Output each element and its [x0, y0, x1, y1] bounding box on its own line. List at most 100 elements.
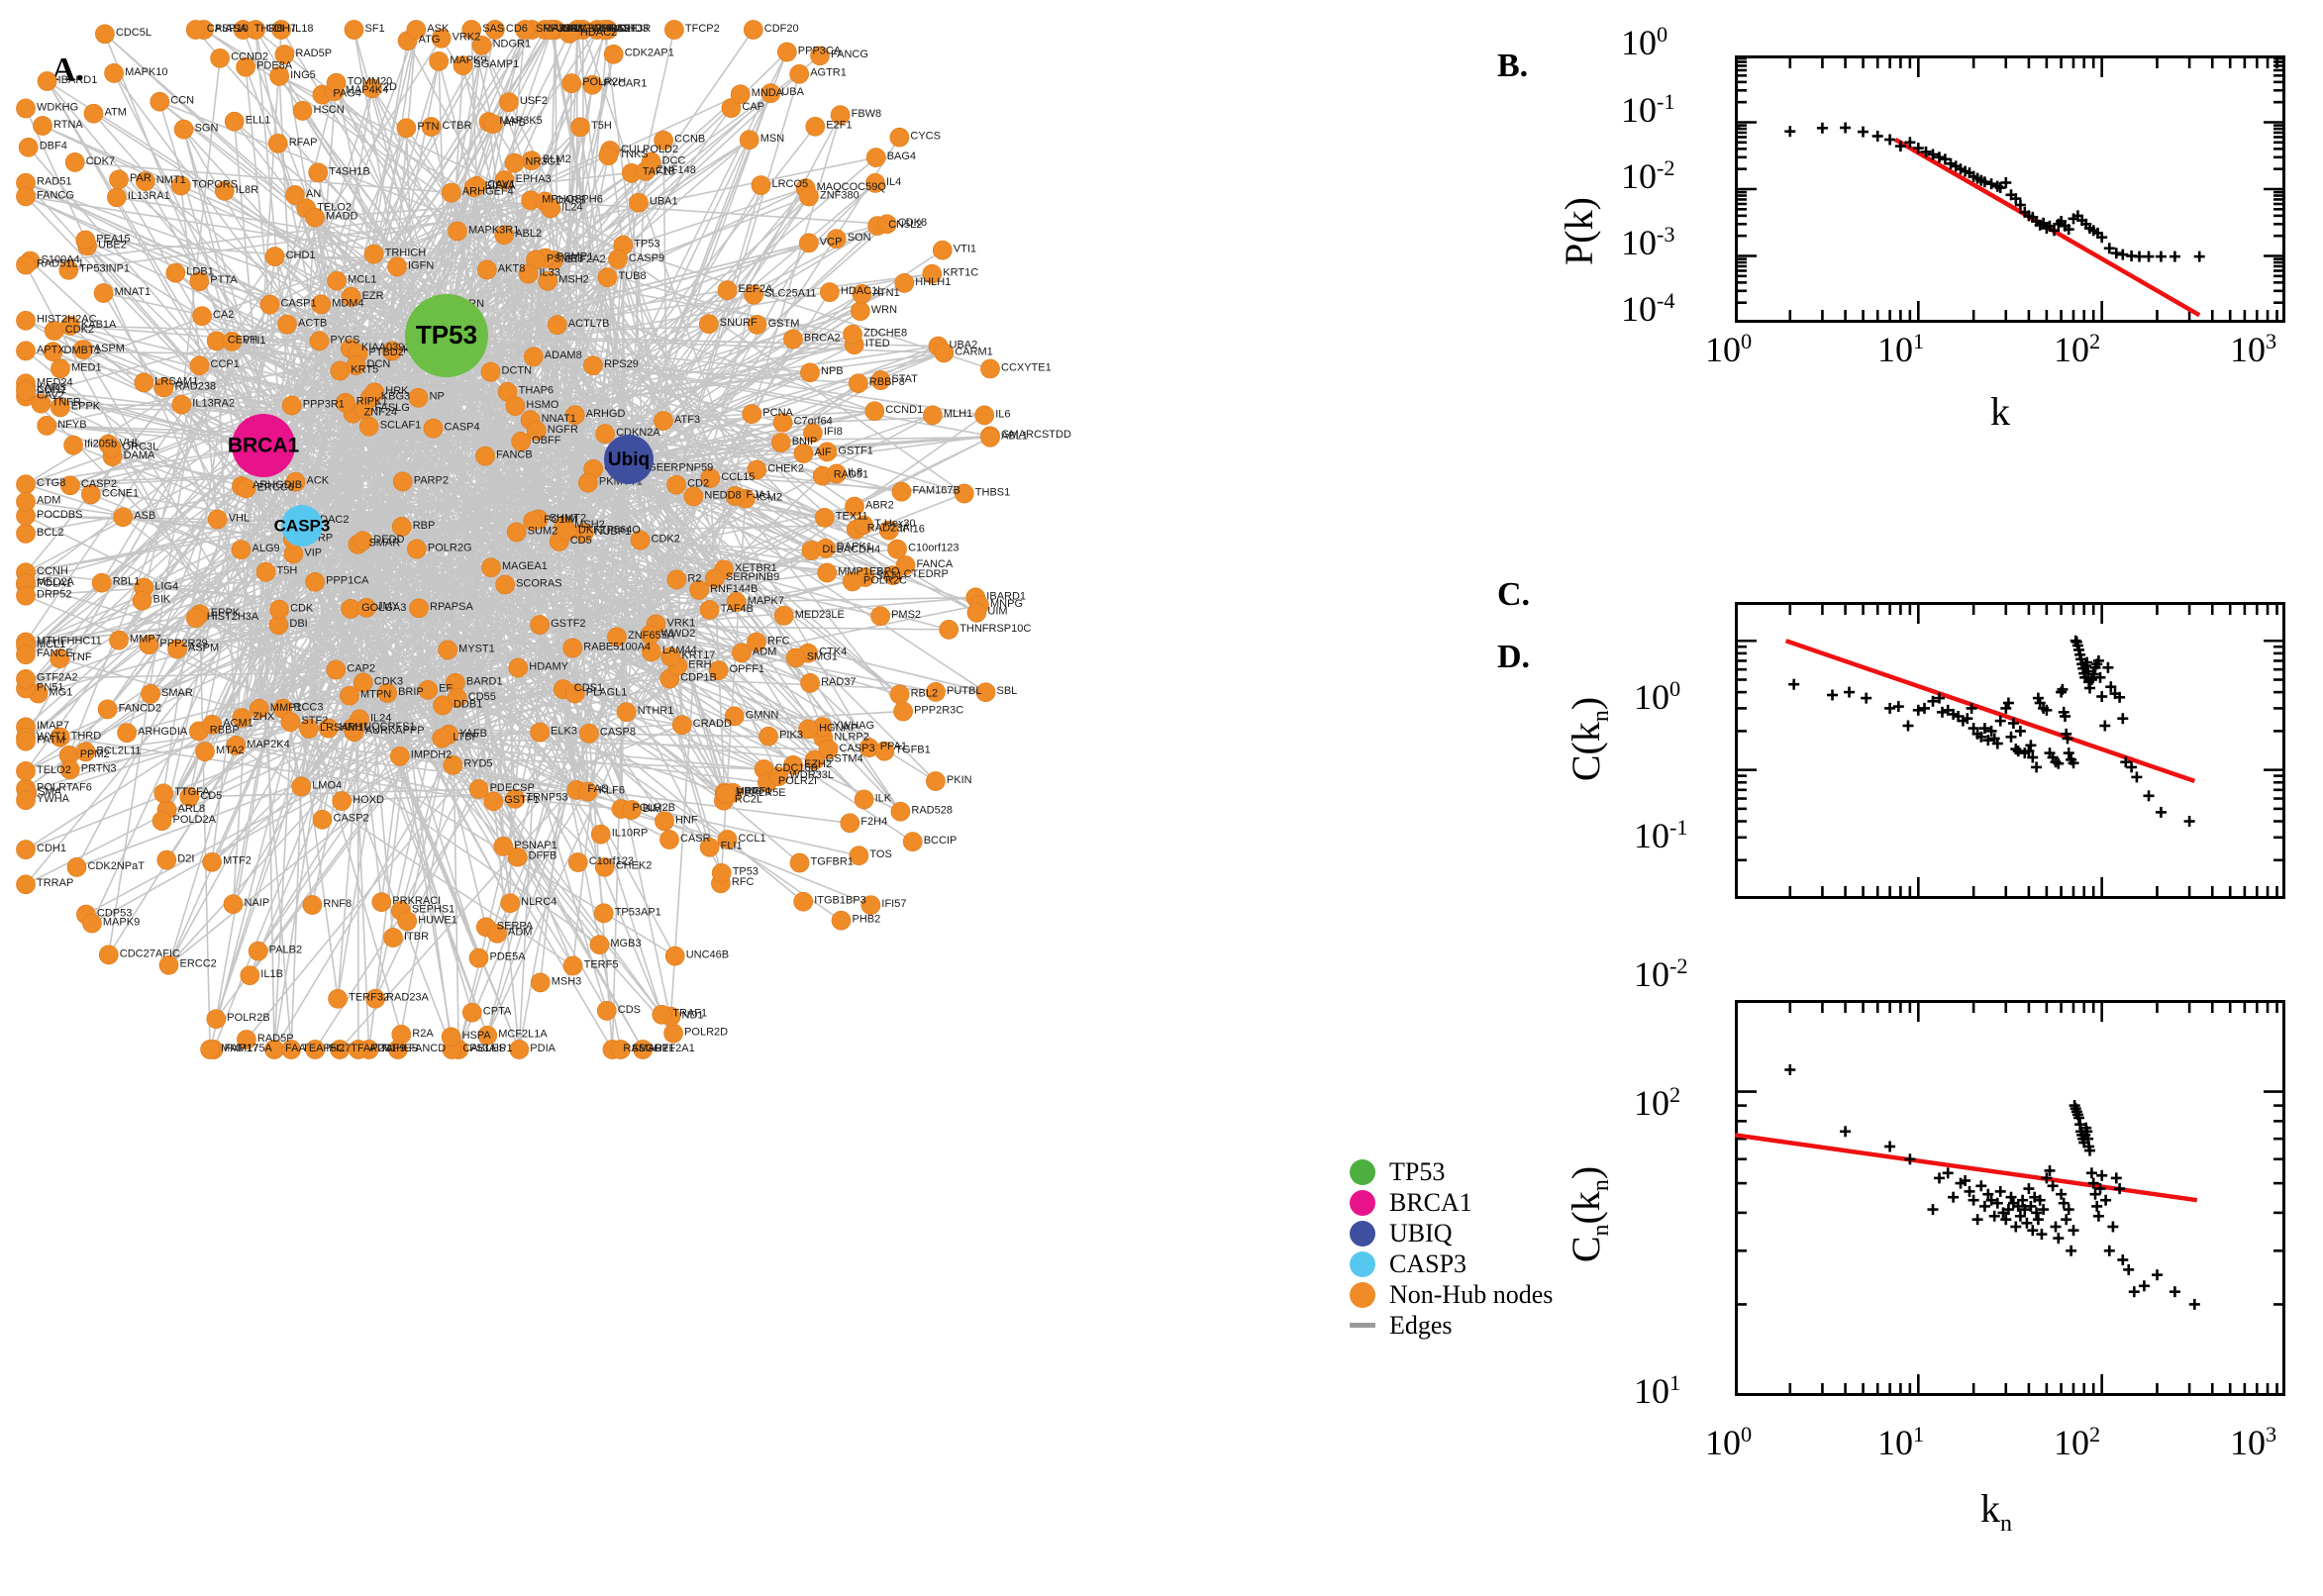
network-node[interactable] — [717, 830, 738, 849]
network-node[interactable] — [742, 404, 762, 424]
network-node[interactable] — [541, 20, 561, 40]
network-node[interactable] — [530, 615, 550, 635]
network-node[interactable] — [249, 699, 269, 719]
network-node[interactable] — [732, 643, 752, 663]
network-node[interactable] — [16, 254, 36, 275]
network-node[interactable] — [751, 175, 771, 195]
network-node[interactable] — [468, 779, 489, 799]
network-node[interactable] — [557, 521, 577, 542]
network-node[interactable] — [407, 539, 427, 559]
network-node[interactable] — [854, 789, 874, 810]
network-node[interactable] — [783, 329, 803, 349]
network-node[interactable] — [505, 396, 526, 416]
network-node[interactable] — [171, 394, 192, 415]
network-node[interactable] — [798, 233, 819, 253]
network-node[interactable] — [16, 310, 36, 331]
network-node[interactable] — [423, 418, 444, 439]
network-node[interactable] — [232, 708, 252, 728]
network-node[interactable] — [471, 35, 492, 55]
network-node[interactable] — [269, 599, 289, 620]
network-node[interactable] — [98, 945, 119, 965]
network-node[interactable] — [189, 271, 210, 292]
network-node[interactable] — [895, 555, 916, 575]
network-node[interactable] — [518, 263, 539, 284]
network-node[interactable] — [431, 28, 452, 49]
network-node[interactable] — [523, 511, 544, 532]
network-node[interactable] — [16, 98, 36, 119]
network-node[interactable] — [344, 20, 364, 40]
network-node[interactable] — [817, 562, 838, 583]
network-node[interactable] — [493, 837, 514, 856]
network-node[interactable] — [934, 343, 955, 363]
network-node[interactable] — [327, 270, 347, 291]
network-node[interactable] — [747, 315, 767, 335]
network-node[interactable] — [291, 776, 312, 797]
network-node[interactable] — [726, 592, 747, 612]
network-node[interactable] — [593, 903, 614, 924]
network-node[interactable] — [475, 446, 495, 466]
network-node[interactable] — [277, 314, 297, 335]
network-node[interactable] — [616, 702, 637, 723]
network-node[interactable] — [640, 625, 660, 645]
network-node[interactable] — [582, 74, 603, 95]
network-node[interactable] — [223, 894, 244, 915]
network-node[interactable] — [526, 421, 547, 441]
network-node[interactable] — [598, 146, 619, 166]
network-node[interactable] — [31, 393, 51, 414]
network-node[interactable] — [195, 742, 215, 761]
network-node[interactable] — [281, 395, 302, 416]
network-node[interactable] — [840, 813, 860, 834]
network-node[interactable] — [75, 742, 96, 762]
network-node[interactable] — [236, 478, 256, 499]
network-node[interactable] — [708, 660, 729, 680]
network-node[interactable] — [652, 1004, 672, 1025]
network-node[interactable] — [570, 117, 590, 138]
network-node[interactable] — [730, 84, 751, 105]
network-node[interactable] — [16, 761, 36, 781]
network-node[interactable] — [538, 270, 558, 291]
network-node[interactable] — [16, 491, 36, 512]
network-node[interactable] — [156, 849, 177, 870]
network-node[interactable] — [494, 225, 515, 246]
network-node[interactable] — [864, 401, 885, 422]
network-node[interactable] — [37, 416, 57, 436]
network-node[interactable] — [659, 830, 679, 849]
network-node[interactable] — [508, 657, 529, 678]
network-node[interactable] — [799, 186, 819, 207]
network-node[interactable] — [461, 1002, 482, 1023]
network-node[interactable] — [33, 116, 52, 136]
network-node[interactable] — [843, 324, 862, 345]
network-node[interactable] — [280, 712, 301, 733]
network-node[interactable] — [274, 45, 295, 64]
network-node[interactable] — [607, 627, 627, 648]
network-node[interactable] — [226, 736, 247, 755]
network-node[interactable] — [974, 405, 995, 426]
network-node[interactable] — [396, 118, 417, 139]
network-node[interactable] — [299, 719, 319, 739]
network-node[interactable] — [854, 515, 873, 536]
network-node[interactable] — [16, 186, 36, 207]
network-node[interactable] — [207, 509, 228, 530]
network-node[interactable] — [595, 424, 615, 444]
network-node[interactable] — [362, 78, 382, 99]
network-node[interactable] — [495, 574, 515, 595]
network-node[interactable] — [83, 103, 104, 124]
network-node[interactable] — [577, 781, 598, 802]
network-node[interactable] — [95, 24, 115, 45]
network-node[interactable] — [271, 20, 291, 40]
network-node[interactable] — [248, 941, 268, 961]
network-node[interactable] — [594, 20, 615, 40]
network-node[interactable] — [870, 370, 891, 390]
network-node[interactable] — [932, 240, 953, 260]
network-node[interactable] — [663, 1023, 683, 1044]
network-node[interactable] — [770, 433, 791, 452]
network-node[interactable] — [654, 130, 673, 150]
network-node[interactable] — [515, 20, 535, 40]
network-node[interactable] — [16, 585, 36, 606]
network-node[interactable] — [923, 405, 943, 426]
network-node[interactable] — [878, 520, 899, 541]
network-node[interactable] — [633, 1040, 654, 1059]
network-node[interactable] — [240, 965, 260, 986]
network-node[interactable] — [267, 134, 288, 153]
network-node[interactable] — [578, 472, 598, 493]
